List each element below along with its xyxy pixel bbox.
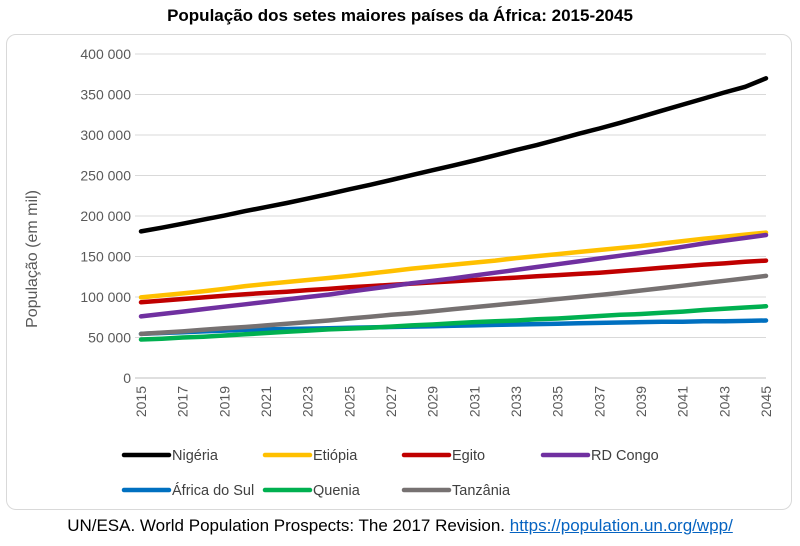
x-tick-label: 2041 — [675, 386, 691, 417]
chart-area: 0 50 000 100 000 150 000 200 000 250 000 300 0… — [6, 34, 792, 510]
legend-label--frica-do-sul: África do Sul — [172, 482, 254, 499]
legend-label-nig-ria: Nigéria — [172, 448, 219, 464]
x-tick-label: 2025 — [341, 386, 357, 417]
x-tick-label: 2029 — [425, 386, 441, 417]
x-tick-label: 2045 — [758, 386, 774, 417]
y-tick-label: 200 000 — [80, 208, 131, 224]
y-tick-label: 50 000 — [88, 330, 131, 346]
x-tick-label: 2021 — [258, 386, 274, 417]
series-line--frica-do-sul — [138, 318, 769, 337]
x-tick-label: 2039 — [633, 386, 649, 417]
series-line-tanz-nia — [138, 273, 769, 337]
series-line-eti-pia — [138, 230, 769, 300]
y-tick-label: 150 000 — [80, 249, 131, 265]
y-tick-label: 250 000 — [80, 168, 131, 184]
chart-title: População dos setes maiores países da Áf… — [167, 6, 633, 25]
y-tick-label: 100 000 — [80, 289, 131, 305]
y-tick-label: 400 000 — [80, 46, 131, 62]
x-tick-label: 2031 — [466, 386, 482, 417]
x-tick-label: 2035 — [550, 386, 566, 417]
x-tick-label: 2033 — [508, 386, 524, 417]
x-axis-ticks: 2015 2017 2019 2021 2023 2025 2027 2029 2031 2033… — [133, 386, 774, 417]
x-tick-label: 2019 — [216, 386, 232, 417]
gridlines — [135, 53, 766, 379]
series-line-quenia — [138, 304, 769, 342]
legend-label-eti-pia: Etiópia — [313, 448, 358, 464]
line-chart: 0 50 000 100 000 150 000 200 000 250 000 300 0… — [24, 46, 774, 499]
series-line-rd-congo — [138, 232, 769, 319]
y-tick-label: 300 000 — [80, 127, 131, 143]
series-line-egito — [138, 258, 769, 305]
y-tick-label: 350 000 — [80, 87, 131, 103]
y-axis-label: População (em mil) — [24, 190, 41, 328]
legend-label-rd-congo: RD Congo — [591, 448, 659, 464]
legend-label-tanz-nia: Tanzânia — [452, 483, 511, 499]
source-link[interactable]: https://population.un.org/wpp/ — [509, 516, 733, 535]
y-tick-label: 0 — [123, 370, 131, 386]
series-line-nig-ria — [138, 76, 769, 234]
x-tick-label: 2043 — [716, 386, 732, 417]
legend-label-quenia: Quenia — [313, 483, 361, 499]
x-tick-label: 2027 — [383, 386, 399, 417]
series-lines — [138, 76, 769, 342]
y-axis-ticks: 0 50 000 100 000 150 000 200 000 250 000 300 0… — [80, 46, 131, 386]
legend: Nigéria Etiópia Egito RD Congo África do Sul… — [121, 448, 659, 499]
x-tick-label: 2023 — [300, 386, 316, 417]
legend-label-egito: Egito — [452, 448, 485, 464]
x-tick-label: 2015 — [133, 386, 149, 417]
source-text: UN/ESA. World Population Prospects: The … — [67, 516, 506, 535]
x-tick-label: 2017 — [175, 386, 191, 417]
source-caption: UN/ESA. World Population Prospects: The … — [0, 516, 800, 536]
x-tick-label: 2037 — [591, 386, 607, 417]
